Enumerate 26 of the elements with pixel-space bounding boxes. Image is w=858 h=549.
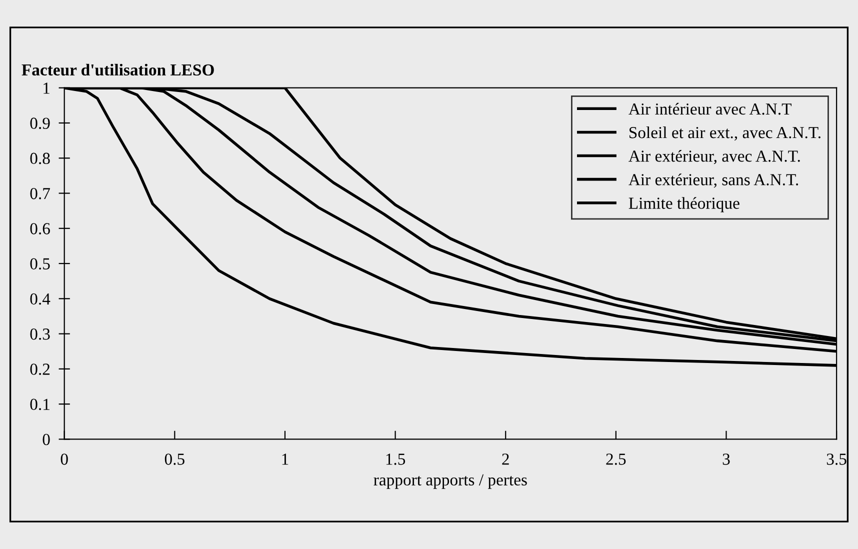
legend-label: Soleil et air ext., avec A.N.T. (630, 126, 820, 141)
x-axis-title: rapport apports / pertes (374, 474, 527, 489)
x-tick-label: 1.5 (386, 454, 406, 465)
legend-label: Air extérieur, avec A.N.T. (628, 150, 800, 164)
y-tick-label: 0.2 (30, 364, 50, 375)
legend-label: Air extérieur, sans A.N.T. (628, 174, 798, 188)
y-tick-label: 0.1 (30, 398, 50, 410)
x-tick-label: 2 (502, 454, 509, 465)
x-tick-label: 0 (60, 454, 68, 465)
y-tick-label: 0.3 (30, 328, 50, 340)
y-tick-label: 0.7 (30, 188, 50, 200)
legend-label: Air intérieur avec A.N.T (628, 102, 792, 115)
y-tick-label: 0.8 (30, 152, 50, 164)
y-tick-label: 0 (42, 434, 50, 446)
y-tick-label: 0.6 (30, 223, 50, 234)
legend-label: Limite théorique (628, 197, 740, 212)
y-tick-label: 0.5 (30, 258, 50, 270)
x-tick-label: 3.5 (826, 454, 846, 465)
x-tick-label: 1 (282, 454, 288, 465)
y-tick-label: 0.9 (30, 118, 50, 129)
y-tick-label: 0.4 (30, 293, 50, 305)
x-tick-label: 2.5 (606, 454, 626, 465)
y-tick-label: 1 (44, 82, 50, 94)
y-axis-title: Facteur d'utilisation LESO (22, 64, 214, 76)
x-tick-label: 3 (722, 454, 730, 465)
x-tick-label: 0.5 (164, 454, 184, 465)
